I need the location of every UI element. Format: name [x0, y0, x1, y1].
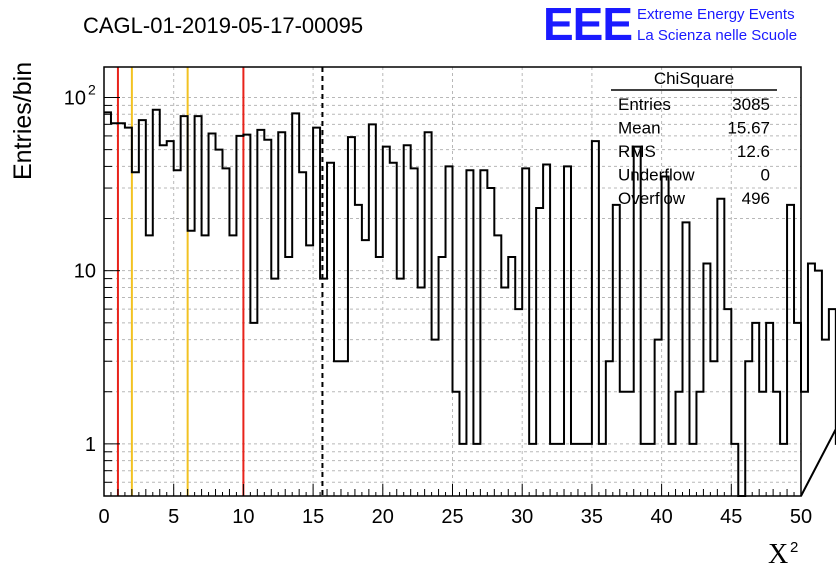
x-tick-label: 10: [232, 506, 254, 528]
x-tick-label: 20: [372, 506, 394, 528]
x-tick-label: 50: [790, 506, 812, 528]
x-tick-label: 15: [302, 506, 324, 528]
y-tick-label: 1: [85, 434, 96, 456]
logo-line-2: La Scienza nelle Scuole: [637, 27, 797, 44]
x-axis: 0 5 10 15 20 25 30 35 40 45 50: [98, 484, 812, 528]
x-tick-label: 25: [441, 506, 463, 528]
stats-row-value: 15.67: [727, 119, 770, 138]
stats-row-label: Mean: [618, 119, 661, 138]
stats-box-title: ChiSquare: [654, 69, 734, 88]
stats-row-value: 496: [742, 189, 770, 208]
stats-row-value: 12.6: [737, 142, 770, 161]
x-tick-label: 45: [720, 506, 742, 528]
x-tick-label: 5: [168, 506, 179, 528]
stats-row-label: RMS: [618, 142, 656, 161]
stats-row-label: Entries: [618, 95, 671, 114]
y-tick-label: 10: [74, 261, 96, 283]
x-tick-label: 0: [98, 506, 109, 528]
stats-row-label: Underflow: [618, 166, 695, 185]
x-axis-label-superscript: 2: [790, 539, 798, 556]
y-tick-label: 10: [64, 87, 86, 109]
logo-line-1: Extreme Energy Events: [637, 6, 795, 23]
stats-row-value: 3085: [732, 95, 770, 114]
x-tick-label: 40: [650, 506, 672, 528]
chart-title: CAGL-01-2019-05-17-00095: [83, 13, 363, 38]
y-axis-label: Entries/bin: [9, 62, 37, 180]
y-tick-label-exponent: 2: [88, 81, 96, 97]
x-tick-label: 30: [511, 506, 533, 528]
stats-row-label: Overflow: [618, 189, 686, 208]
histogram-series: [104, 108, 836, 497]
stats-box: ChiSquare Entries 3085 Mean 15.67 RMS 12.6 Und…: [611, 69, 777, 208]
x-axis-label: X: [768, 539, 788, 570]
x-tick-label: 35: [581, 506, 603, 528]
logo-eee: EEE: [543, 0, 632, 50]
stats-row-value: 0: [761, 166, 770, 185]
